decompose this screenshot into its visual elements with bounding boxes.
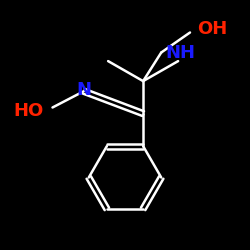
Text: N: N [76, 81, 91, 99]
Text: OH: OH [198, 20, 228, 38]
Text: NH: NH [165, 44, 195, 62]
Text: HO: HO [14, 102, 44, 120]
